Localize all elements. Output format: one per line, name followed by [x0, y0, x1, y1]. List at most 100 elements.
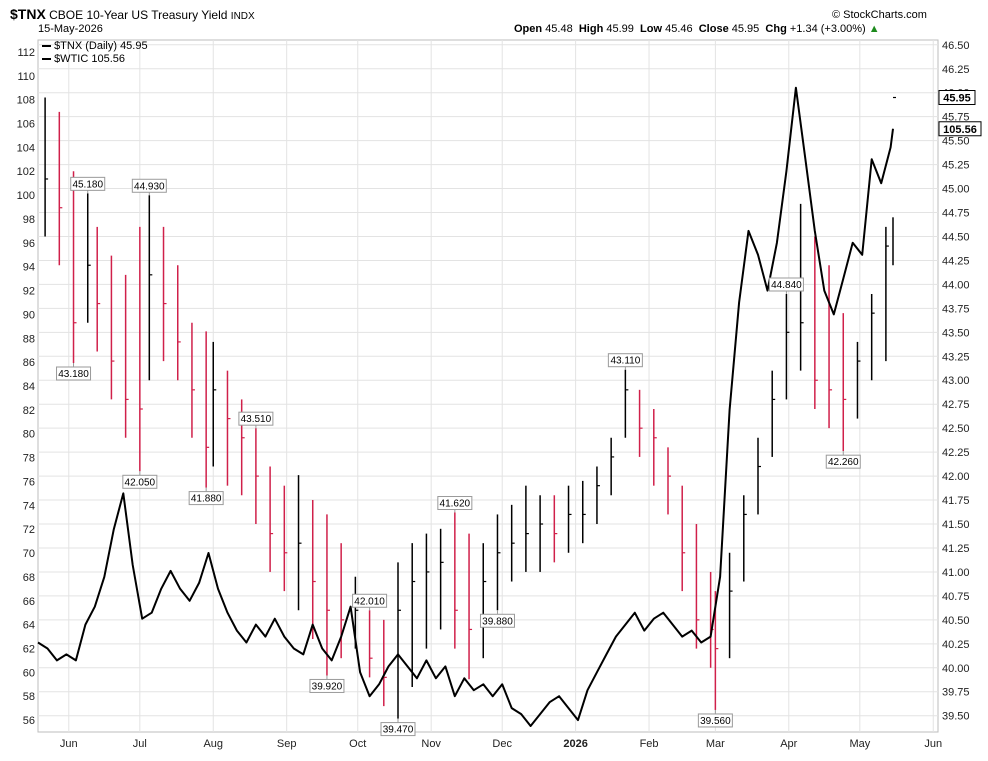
left-tick-label: 94 — [23, 262, 35, 274]
left-tick-label: 70 — [23, 548, 35, 560]
right-tick-label: 43.50 — [942, 327, 970, 339]
symbol-name: CBOE 10-Year US Treasury Yield — [49, 8, 228, 22]
left-tick-label: 108 — [17, 95, 35, 107]
right-tick-label: 45.50 — [942, 136, 970, 148]
annotation-label: 39.560 — [700, 716, 731, 727]
annotation-label: 39.920 — [312, 681, 343, 692]
right-tick-label: 40.25 — [942, 639, 970, 651]
x-tick-label: 2026 — [563, 738, 587, 750]
annotation-box — [697, 713, 733, 728]
right-tick-label: 43.00 — [942, 375, 970, 387]
exchange: INDX — [230, 11, 255, 22]
annotation-label: 44.840 — [771, 280, 802, 291]
left-tick-label: 66 — [23, 596, 35, 608]
right-tick-label: 40.75 — [942, 591, 970, 603]
left-tick-label: 88 — [23, 333, 35, 345]
right-tick-label: 42.25 — [942, 447, 970, 459]
annotation-box — [479, 613, 515, 628]
left-tick-label: 100 — [17, 190, 35, 202]
annotation-label: 41.880 — [191, 494, 222, 505]
left-tick-label: 60 — [23, 667, 35, 679]
high-value: 45.99 — [606, 23, 634, 35]
axes: 56 58 60 62 64 66 68 70 72 74 76 78 80 82 84 86 88 90 92 94… — [17, 40, 982, 750]
legend-tnx-label: $TNX (Daily) 45.95 — [54, 40, 148, 52]
left-tick-label: 56 — [23, 715, 35, 727]
right-tick-label: 46.50 — [942, 40, 970, 52]
right-tick-label: 44.75 — [942, 208, 970, 220]
x-tick-label: Jun — [60, 738, 78, 750]
legend-tnx: $TNX (Daily) 45.95 — [42, 40, 148, 52]
annotation-label: 44.930 — [134, 181, 165, 192]
low-value: 45.46 — [665, 23, 693, 35]
annotation-label: 43.510 — [241, 414, 272, 425]
left-tick-label: 74 — [23, 500, 35, 512]
ohlc-readout: Open 45.48 High 45.99 Low 45.46 Close 45… — [514, 23, 880, 35]
annotation-box — [131, 178, 167, 193]
left-tick-label: 104 — [17, 142, 35, 154]
x-tick-label: Jul — [133, 738, 147, 750]
symbol: $TNX — [10, 6, 46, 22]
left-tick-label: 72 — [23, 524, 35, 536]
x-tick-label: Jun — [924, 738, 942, 750]
right-tick-label: 43.75 — [942, 303, 970, 315]
left-tick-label: 98 — [23, 214, 35, 226]
right-tick-label: 41.50 — [942, 519, 970, 531]
chg-value: +1.34 (+3.00%) — [789, 23, 866, 35]
chart-title: $TNX CBOE 10-Year US Treasury Yield INDX — [10, 6, 255, 22]
left-tick-label: 84 — [23, 381, 35, 393]
right-tick-label: 44.25 — [942, 255, 970, 267]
right-tick-label: 44.00 — [942, 279, 970, 291]
wtic-line — [37, 86, 894, 727]
x-tick-label: May — [849, 738, 870, 750]
close-value: 45.95 — [731, 23, 760, 35]
left-tick-label: 86 — [23, 357, 35, 369]
right-tick-label: 39.50 — [942, 711, 970, 723]
chart-date: 15-May-2026 — [38, 23, 103, 35]
annotations: 45.180 43.180 42.050 44.930 41.880 43.510 39.9… — [56, 176, 861, 737]
chg-label: Chg — [765, 23, 787, 35]
wtic-last-price-box — [938, 121, 982, 137]
tnx-legend-swatch — [42, 45, 51, 48]
wtic-legend-swatch — [42, 58, 51, 61]
annotation-label: 39.470 — [383, 725, 414, 736]
x-tick-label: Nov — [421, 738, 441, 750]
tnx-bars — [44, 96, 896, 719]
annotation-label: 42.010 — [354, 596, 385, 607]
x-tick-label: Oct — [349, 738, 366, 750]
annotation-box — [768, 277, 804, 292]
up-arrow-icon: ▲ — [868, 23, 880, 35]
annotation-box — [188, 491, 224, 506]
annotation-box — [238, 411, 274, 426]
grid — [37, 39, 939, 733]
x-tick-label: Feb — [640, 738, 659, 750]
right-tick-label: 43.25 — [942, 351, 970, 363]
right-tick-label: 42.75 — [942, 399, 970, 411]
x-tick-label: Sep — [277, 738, 297, 750]
right-tick-label: 39.75 — [942, 687, 970, 699]
right-tick-label: 45.00 — [942, 184, 970, 196]
right-tick-label: 40.00 — [942, 663, 970, 675]
right-tick-label: 41.00 — [942, 567, 970, 579]
annotation-box — [825, 454, 861, 469]
left-tick-label: 96 — [23, 238, 35, 250]
left-tick-label: 64 — [23, 620, 35, 632]
legend-wtic-label: $WTIC 105.56 — [54, 53, 125, 65]
annotation-box — [352, 593, 388, 608]
annotation-label: 42.260 — [828, 457, 859, 468]
right-tick-label: 45.75 — [942, 112, 970, 124]
annotation-label: 42.050 — [125, 477, 156, 488]
legend-wtic: $WTIC 105.56 — [42, 53, 125, 65]
right-tick-label: 46.25 — [942, 64, 970, 76]
left-tick-label: 102 — [17, 166, 35, 178]
x-tick-label: Apr — [780, 738, 797, 750]
annotation-box — [380, 722, 416, 737]
left-tick-label: 90 — [23, 309, 35, 321]
wtic-last-price: 105.56 — [943, 124, 977, 136]
open-value: 45.48 — [545, 23, 573, 35]
right-tick-label: 41.75 — [942, 495, 970, 507]
left-tick-label: 58 — [23, 691, 35, 703]
left-tick-label: 112 — [17, 47, 35, 59]
left-tick-label: 82 — [23, 405, 35, 417]
low-label: Low — [640, 23, 663, 35]
